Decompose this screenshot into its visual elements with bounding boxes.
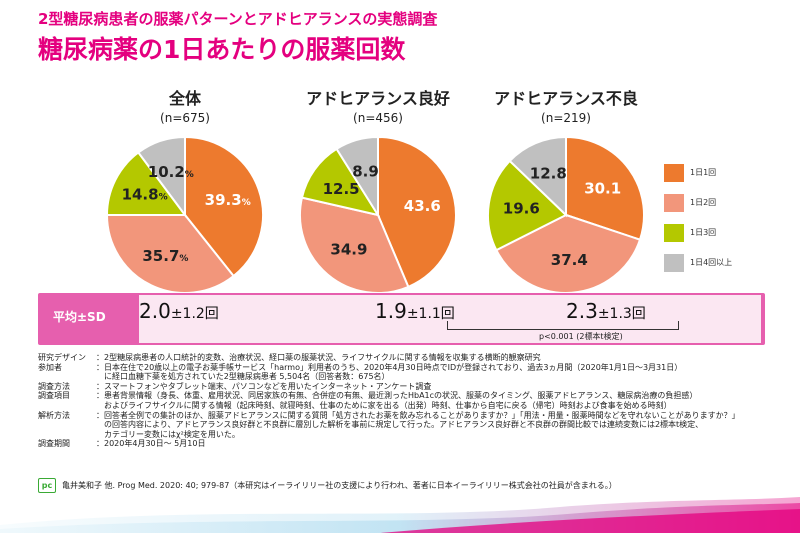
info-row-analysis: 解析方法 ：回答者全例での集計のほか、服薬アドヒアランスに関する質問「処方された…: [38, 411, 778, 440]
study-info: 研究デザイン ：2型糖尿病患者の人口統計的変数、治療状況、経口薬の服薬状況、ライ…: [38, 353, 778, 449]
slice-label-thrice: 19.6: [503, 199, 540, 217]
slice-label-four-plus: 8.9: [352, 163, 379, 181]
info-label: 解析方法: [38, 410, 70, 420]
legend-swatch-once: [664, 164, 684, 182]
info-text: ：患者背景情報（身長、体重、雇用状況、同居家族の有無、合併症の有無、最近測ったH…: [96, 391, 698, 401]
slice-label-thrice: 14.8%: [122, 186, 168, 204]
average-poor-mean: 2.3: [566, 299, 598, 323]
info-text: ：回答者全例での集計のほか、服薬アドヒアランスに関する質問「処方されたお薬を飲み…: [96, 410, 740, 420]
info-row-design: 研究デザイン ：2型糖尿病患者の人口統計的変数、治療状況、経口薬の服薬状況、ライ…: [38, 353, 778, 363]
info-label: 調査方法: [38, 381, 70, 391]
chart-legend: 1日1回 1日2回 1日3回 1日4回以上: [664, 160, 774, 280]
average-label: 平均±SD: [53, 310, 106, 324]
info-label: 調査期間: [38, 439, 70, 449]
info-label: 参加者: [38, 362, 62, 372]
info-text: ：2型糖尿病患者の人口統計的変数、治療状況、経口薬の服薬状況、ライフサイクルに関…: [96, 353, 541, 362]
average-overall-sd: ±1.2回: [170, 306, 219, 322]
average-overall: 2.0±1.2回: [139, 299, 219, 323]
slice-label-four-plus: 10.2%: [148, 163, 194, 181]
slice-label-once: 30.1: [584, 180, 621, 198]
legend-label-thrice: 1日3回: [690, 228, 717, 237]
p-value: p<0.001 (2標本t検定): [539, 332, 623, 341]
average-poor-sd: ±1.3回: [597, 306, 646, 322]
legend-item-four-plus: 1日4回以上: [664, 250, 774, 276]
info-row-items: 調査項目 ：患者背景情報（身長、体重、雇用状況、同居家族の有無、合併症の有無、最…: [38, 391, 778, 410]
info-text: に経口血糖下薬を処方されていた2型糖尿病患者 5,504名（回答者数：675名）: [104, 372, 390, 382]
pie-slice-four-plus: [508, 135, 567, 218]
chart-title: アドヒアランス良好: [306, 89, 450, 108]
pie-charts: 全体 (n=675) 39.3% 35.7% 14.8% 10.2% アドヒアランス良好 (n…: [105, 89, 645, 294]
pie-slice-thrice: [487, 159, 568, 252]
average-good-sd: ±1.1回: [406, 306, 455, 322]
info-text: ：スマートフォンやタブレット端末、パソコンなどを用いたインターネット・アンケート…: [96, 381, 432, 391]
pie-slice-thrice: [105, 151, 187, 216]
info-row-period: 調査期間 ：2020年4月30日～ 5月10日: [38, 439, 778, 449]
reference-text: 亀井美和子 他. Prog Med. 2020: 40; 979-87（本研究は…: [62, 481, 617, 490]
chart-n: (n=219): [541, 111, 591, 125]
average-good-mean: 1.9: [375, 299, 407, 323]
slice-label-twice: 34.9: [330, 241, 367, 259]
slice-label-thrice: 12.5: [323, 180, 360, 198]
pie-slice-four-plus: [335, 135, 379, 219]
slice-label-twice: 37.4: [551, 251, 588, 269]
info-text: ：日本在住で20歳以上の電子お薬手帳サービス「harmo」利用者のうち、2020…: [96, 362, 683, 372]
info-label: 研究デザイン: [38, 353, 86, 362]
legend-swatch-twice: [664, 194, 684, 212]
info-label: 調査項目: [38, 391, 70, 401]
significance-bracket: [447, 321, 679, 330]
pie-slice-once: [565, 135, 645, 241]
info-row-method: 調査方法 ：スマートフォンやタブレット端末、パソコンなどを用いたインターネット・…: [38, 382, 778, 392]
chart-title: アドヒアランス不良: [494, 89, 638, 108]
legend-label-twice: 1日2回: [690, 198, 717, 207]
legend-label-four-plus: 1日4回以上: [690, 258, 733, 267]
pie-slice-twice: [105, 214, 235, 294]
pie-slice-once: [184, 135, 264, 278]
info-row-participants: 参加者 ：日本在住で20歳以上の電子お薬手帳サービス「harmo」利用者のうち、…: [38, 363, 778, 382]
legend-item-thrice: 1日3回: [664, 220, 774, 246]
slice-label-four-plus: 12.8: [530, 164, 567, 182]
info-text: ：2020年4月30日～ 5月10日: [96, 439, 206, 449]
page-subtitle: 2型糖尿病患者の服薬パターンとアドヒアランスの実態調査: [38, 10, 438, 28]
slice-label-once: 39.3%: [205, 191, 251, 209]
chart-title: 全体: [168, 89, 202, 108]
legend-item-twice: 1日2回: [664, 190, 774, 216]
pie-slice-four-plus: [136, 135, 186, 219]
slice-label-twice: 35.7%: [142, 247, 188, 265]
average-band: 平均±SD 2.0±1.2回 1.9±1.1回 2.3±1.3回 p<0.001…: [38, 293, 765, 345]
info-text: カテゴリー変数にはχ²検定を用いた。: [104, 429, 240, 439]
legend-swatch-thrice: [664, 224, 684, 242]
pie-slice-twice: [299, 196, 410, 294]
info-text: およびライフサイクルに関する情報（起床時刻、就寝時刻、仕事のために家を出る（出発…: [104, 400, 672, 410]
average-good: 1.9±1.1回: [375, 299, 455, 323]
legend-item-once: 1日1回: [664, 160, 774, 186]
legend-label-once: 1日1回: [690, 168, 717, 177]
chart-n: (n=675): [160, 111, 210, 125]
chart-n: (n=456): [353, 111, 403, 125]
legend-swatch-four-plus: [664, 254, 684, 272]
page-title: 糖尿病薬の1日あたりの服薬回数: [38, 35, 406, 64]
average-overall-mean: 2.0: [139, 299, 171, 323]
pie-slice-once: [377, 135, 457, 289]
pie-slice-thrice: [300, 147, 381, 217]
info-text: の回答内容により、アドヒアランス良好群と不良群に層別した解析を事前に規定して行っ…: [104, 420, 704, 430]
decorative-wave: [0, 497, 800, 533]
slice-label-once: 43.6: [404, 197, 441, 215]
reference: pc 亀井美和子 他. Prog Med. 2020: 40; 979-87（本研…: [38, 478, 617, 493]
average-panel: 2.0±1.2回 1.9±1.1回 2.3±1.3回 p<0.001 (2標本t…: [139, 295, 761, 343]
pc-logo-icon: pc: [38, 478, 56, 493]
pie-slice-twice: [495, 213, 642, 294]
average-poor: 2.3±1.3回: [566, 299, 646, 323]
